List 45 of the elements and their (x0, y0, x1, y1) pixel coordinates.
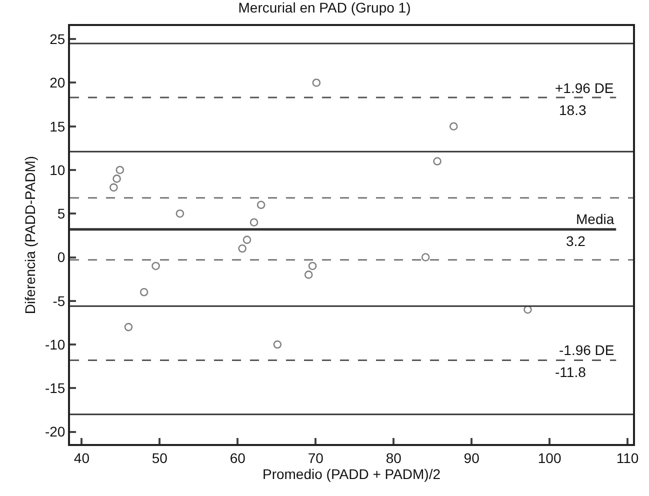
ref-line-label: Media (576, 211, 614, 227)
point (140, 288, 148, 296)
point (450, 122, 458, 130)
point (433, 157, 442, 166)
point (308, 262, 317, 270)
x-tick-label: 60 (230, 450, 246, 466)
x-tick-label: 40 (74, 450, 90, 466)
y-tick-label: 0 (57, 249, 66, 266)
x-axis-title: Promedio (PADD + PADM)/2 (262, 466, 441, 482)
x-tick-label: 110 (616, 450, 639, 466)
y-tick-label: 5 (57, 206, 66, 222)
x-tick-label: 90 (464, 450, 480, 466)
chart-title: Mercurial en PAD (Grupo 1) (238, 0, 411, 16)
point (110, 183, 118, 192)
y-tick-label: 15 (50, 118, 66, 134)
y-tick-label: -10 (44, 336, 66, 352)
ref-line-label: -1.96 DE (559, 342, 614, 358)
point (112, 174, 121, 183)
y-tick-label: -20 (44, 424, 66, 440)
x-tick-label: 100 (538, 450, 562, 466)
point (312, 78, 321, 87)
point (421, 253, 430, 262)
point (250, 218, 258, 226)
x-tick-label: 50 (152, 450, 168, 466)
point (124, 322, 133, 332)
point (238, 244, 246, 253)
point (176, 209, 184, 218)
ref-line-label: +1.96 DE (555, 80, 614, 96)
point (242, 236, 252, 244)
point (152, 262, 160, 270)
x-tick-label: 70 (308, 450, 324, 466)
point (304, 270, 313, 279)
point (273, 340, 282, 349)
y-tick-label: -15 (44, 380, 66, 396)
annotation: 3.2 (566, 233, 586, 249)
point (116, 166, 124, 174)
point (256, 200, 266, 210)
x-tick-label: 80 (386, 450, 402, 466)
annotation: -11.8 (555, 364, 586, 380)
y-axis-title: Diferencia (PADD-PADM) (22, 156, 38, 314)
y-tick-label: 20 (50, 74, 66, 91)
annotation: 18.3 (559, 102, 586, 118)
y-tick-label: -5 (52, 292, 66, 309)
y-tick-label: 25 (50, 30, 66, 47)
y-tick-label: 10 (50, 162, 66, 178)
